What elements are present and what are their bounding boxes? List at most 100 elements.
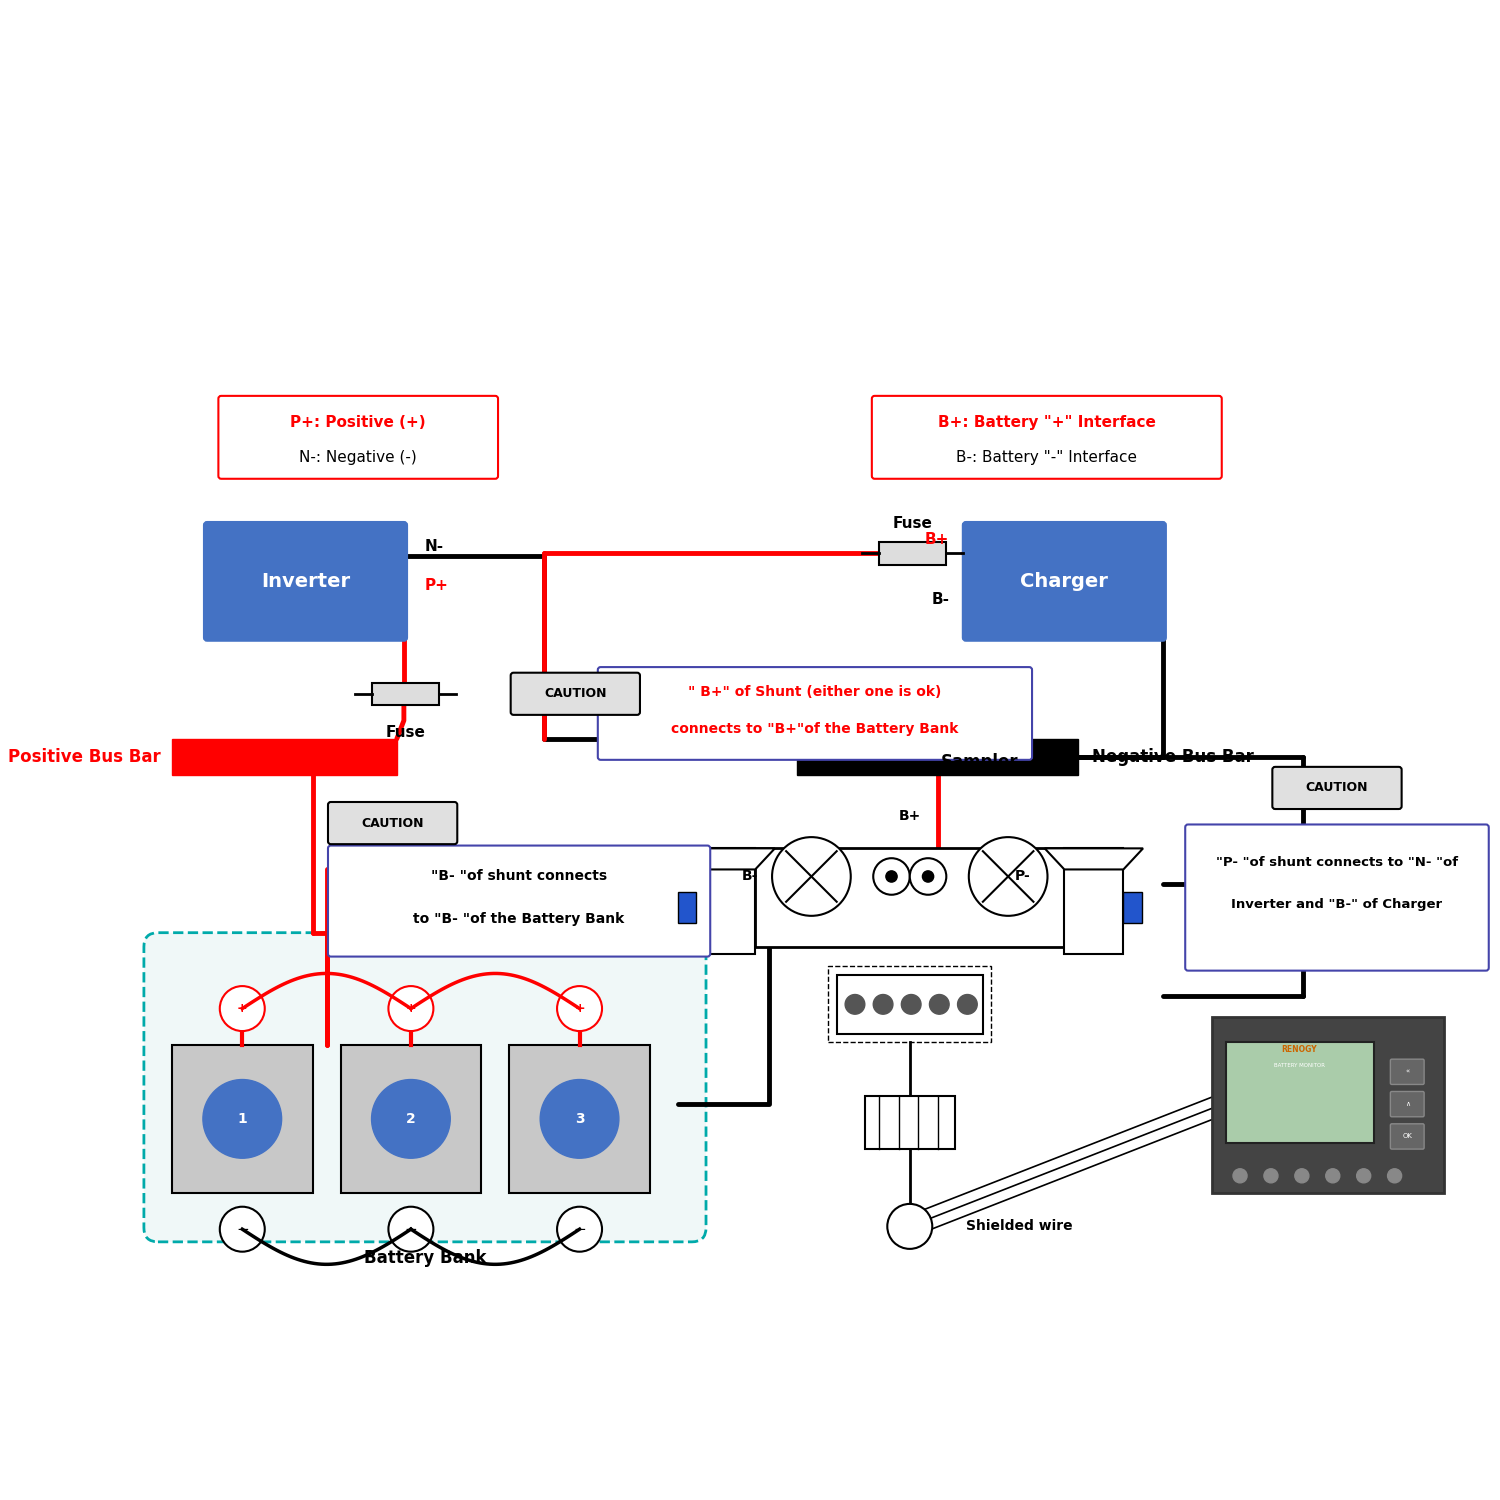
Bar xyxy=(696,849,754,954)
Text: Fuse: Fuse xyxy=(386,724,424,740)
Circle shape xyxy=(902,994,921,1014)
Text: Negative Bus Bar: Negative Bus Bar xyxy=(1092,748,1254,766)
Circle shape xyxy=(844,994,865,1014)
Circle shape xyxy=(922,871,933,882)
Text: +: + xyxy=(405,1002,416,1016)
Circle shape xyxy=(930,994,950,1014)
FancyBboxPatch shape xyxy=(144,933,706,1242)
Text: «: « xyxy=(1406,1070,1410,1076)
Circle shape xyxy=(388,1206,433,1251)
Text: ∧: ∧ xyxy=(1404,1101,1410,1107)
Bar xyxy=(865,1095,954,1149)
Circle shape xyxy=(873,994,892,1014)
Text: Shielded wire: Shielded wire xyxy=(966,1220,1072,1233)
Text: RENOGY: RENOGY xyxy=(1281,1046,1317,1054)
Text: BATTERY MONITOR: BATTERY MONITOR xyxy=(1274,1064,1324,1068)
Circle shape xyxy=(1294,1168,1310,1184)
Circle shape xyxy=(873,858,910,894)
FancyBboxPatch shape xyxy=(204,522,406,640)
Text: CAUTION: CAUTION xyxy=(362,816,424,830)
FancyBboxPatch shape xyxy=(963,522,1166,640)
Circle shape xyxy=(1388,1168,1401,1184)
FancyBboxPatch shape xyxy=(1390,1124,1423,1149)
Text: "P- "of shunt connects to "N- "of: "P- "of shunt connects to "N- "of xyxy=(1216,856,1458,868)
Bar xyxy=(1124,892,1142,922)
Text: Inverter and "B-" of Charger: Inverter and "B-" of Charger xyxy=(1232,898,1443,910)
FancyBboxPatch shape xyxy=(1272,766,1401,808)
Bar xyxy=(678,892,696,922)
Bar xyxy=(837,975,983,1034)
Circle shape xyxy=(1264,1168,1278,1184)
Circle shape xyxy=(556,986,602,1030)
Text: Charger: Charger xyxy=(1020,572,1108,591)
Circle shape xyxy=(1356,1168,1371,1184)
Circle shape xyxy=(372,1080,450,1158)
FancyBboxPatch shape xyxy=(1390,1059,1423,1084)
Text: connects to "B+"of the Battery Bank: connects to "B+"of the Battery Bank xyxy=(670,722,958,736)
FancyBboxPatch shape xyxy=(1390,1092,1423,1118)
Bar xyxy=(828,966,992,1042)
Circle shape xyxy=(910,858,946,894)
Text: 2: 2 xyxy=(406,1112,416,1126)
Text: 1: 1 xyxy=(237,1112,248,1126)
FancyBboxPatch shape xyxy=(328,802,458,844)
Text: Fuse: Fuse xyxy=(892,516,933,531)
Text: B+: B+ xyxy=(926,531,950,546)
Bar xyxy=(510,1046,650,1193)
Text: Inverter: Inverter xyxy=(261,572,350,591)
Text: "B- "of shunt connects: "B- "of shunt connects xyxy=(430,870,608,883)
Circle shape xyxy=(969,837,1047,916)
Text: 3: 3 xyxy=(574,1112,585,1126)
Text: P+: P+ xyxy=(424,578,448,592)
Text: Sampler: Sampler xyxy=(940,753,1019,771)
Circle shape xyxy=(957,994,976,1014)
Text: +: + xyxy=(574,1002,585,1016)
FancyBboxPatch shape xyxy=(1185,825,1490,971)
Circle shape xyxy=(888,1204,933,1249)
Polygon shape xyxy=(1044,849,1143,870)
Text: B+: Battery "+" Interface: B+: Battery "+" Interface xyxy=(938,416,1155,430)
Text: to "B- "of the Battery Bank: to "B- "of the Battery Bank xyxy=(414,912,624,926)
Bar xyxy=(372,682,440,705)
Circle shape xyxy=(556,1206,602,1251)
Text: OK: OK xyxy=(1402,1134,1411,1140)
Circle shape xyxy=(886,871,897,882)
Circle shape xyxy=(540,1080,620,1158)
Text: +: + xyxy=(237,1002,248,1016)
Text: P-: P- xyxy=(1016,870,1031,883)
Text: B-: B- xyxy=(741,870,758,883)
Text: B-: Battery "-" Interface: B-: Battery "-" Interface xyxy=(957,450,1137,465)
FancyBboxPatch shape xyxy=(598,668,1032,760)
Circle shape xyxy=(220,1206,266,1251)
FancyBboxPatch shape xyxy=(510,672,640,716)
Circle shape xyxy=(388,986,433,1030)
Bar xyxy=(798,740,1078,776)
Bar xyxy=(340,1046,482,1193)
Text: N-: Negative (-): N-: Negative (-) xyxy=(298,450,417,465)
Text: −: − xyxy=(405,1221,417,1236)
Bar xyxy=(172,740,398,776)
FancyBboxPatch shape xyxy=(328,846,710,957)
Text: Battery Bank: Battery Bank xyxy=(363,1250,486,1268)
Circle shape xyxy=(1326,1168,1340,1184)
Text: −: − xyxy=(573,1221,586,1236)
Bar xyxy=(1212,1017,1444,1192)
Text: −: − xyxy=(236,1221,249,1236)
FancyBboxPatch shape xyxy=(219,396,498,478)
Text: B-: B- xyxy=(932,592,950,608)
Polygon shape xyxy=(676,849,776,870)
Bar xyxy=(1226,1042,1374,1143)
Circle shape xyxy=(1233,1168,1246,1184)
Text: CAUTION: CAUTION xyxy=(544,687,606,700)
Bar xyxy=(172,1046,312,1193)
Text: CAUTION: CAUTION xyxy=(1305,782,1368,795)
Bar xyxy=(879,542,946,564)
FancyBboxPatch shape xyxy=(871,396,1222,478)
Bar xyxy=(754,849,1065,946)
Text: Positive Bus Bar: Positive Bus Bar xyxy=(8,748,160,766)
Text: N-: N- xyxy=(424,538,444,554)
Text: B+: B+ xyxy=(898,808,921,824)
Circle shape xyxy=(220,986,266,1030)
Circle shape xyxy=(772,837,850,916)
Text: P+: Positive (+): P+: Positive (+) xyxy=(290,416,426,430)
